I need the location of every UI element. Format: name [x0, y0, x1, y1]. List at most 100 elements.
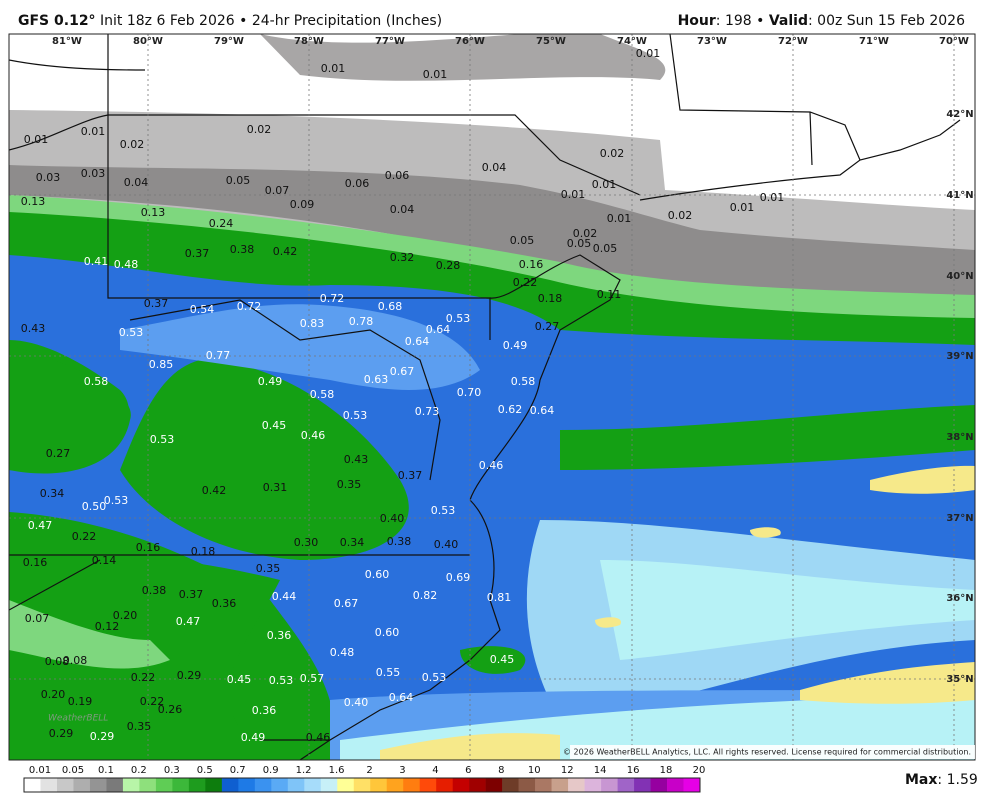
valid-text: : 00z Sun 15 Feb 2026 [808, 13, 965, 29]
precip-value: 0.04 [390, 203, 415, 216]
legend-swatch [238, 778, 256, 792]
max: Max: 1.59 [905, 772, 978, 788]
legend-label: 3 [399, 765, 405, 776]
precip-value: 0.02 [247, 123, 272, 136]
precip-value: 0.70 [457, 386, 482, 399]
lon-label: 78°W [294, 36, 324, 47]
legend-label: 8 [498, 765, 504, 776]
precip-value: 0.38 [387, 535, 412, 548]
precip-value: 0.01 [607, 212, 632, 225]
precip-value: 0.78 [349, 315, 374, 328]
legend-label: 1.6 [329, 765, 345, 776]
legend-swatch [469, 778, 486, 792]
legend-label: 0.5 [197, 765, 213, 776]
legend-swatch [106, 778, 124, 792]
lon-label: 74°W [617, 36, 647, 47]
legend-swatch [403, 778, 421, 792]
precip-value: 0.53 [119, 326, 144, 339]
precip-value: 0.22 [140, 695, 165, 708]
precip-value: 0.05 [510, 234, 535, 247]
legend-swatch [271, 778, 289, 792]
precip-value: 0.30 [294, 536, 319, 549]
legend-swatch [667, 778, 684, 792]
legend-label: 14 [594, 765, 607, 776]
precip-value: 0.48 [330, 646, 355, 659]
precip-value: 0.01 [81, 125, 106, 138]
legend-label: 1.2 [296, 765, 312, 776]
precip-value: 0.07 [265, 184, 290, 197]
legend: 0.01 0.05 0.1 0.2 0.3 0.5 0.7 0.9 1.2 1.6 2 3 4 6 8 10 1… [23, 765, 705, 793]
lon-label: 79°W [214, 36, 244, 47]
precip-value: 0.32 [390, 251, 415, 264]
precip-value: 0.28 [436, 259, 461, 272]
precip-value: 0.49 [503, 339, 528, 352]
legend-swatch [370, 778, 388, 792]
precip-value: 0.05 [567, 237, 592, 250]
legend-swatch [535, 778, 552, 792]
legend-swatch [172, 778, 190, 792]
lon-label: 73°W [697, 36, 727, 47]
lon-label: 80°W [133, 36, 163, 47]
valid-label: Valid [769, 13, 808, 29]
precip-value: 0.85 [149, 358, 174, 371]
precip-value: 0.58 [84, 375, 109, 388]
legend-swatch [353, 778, 371, 792]
precip-value: 0.55 [376, 666, 401, 679]
precip-value: 0.37 [398, 469, 423, 482]
precip-value: 0.29 [90, 730, 115, 743]
precip-value: 0.43 [344, 453, 369, 466]
lat-label: 36°N [946, 593, 973, 604]
precip-value: 0.16 [136, 541, 161, 554]
precip-value: 0.67 [390, 365, 415, 378]
precip-value: 0.40 [380, 512, 405, 525]
lat-label: 38°N [946, 432, 973, 443]
precip-value: 0.06 [385, 169, 410, 182]
graticule [9, 34, 975, 760]
precip-value: 0.47 [28, 519, 53, 532]
precip-value: 0.82 [413, 589, 438, 602]
precip-value: 0.42 [273, 245, 298, 258]
precip-value: 0.68 [378, 300, 403, 313]
precip-value: 0.37 [144, 297, 169, 310]
lon-label: 75°W [536, 36, 566, 47]
precip-value: 0.58 [511, 375, 536, 388]
legend-label: 6 [465, 765, 471, 776]
precip-value: 0.64 [426, 323, 451, 336]
precip-value: 0.60 [375, 626, 400, 639]
precip-value: 0.22 [72, 530, 97, 543]
legend-swatch [205, 778, 223, 792]
model: GFS 0.12° [18, 13, 96, 29]
precip-value: 0.02 [668, 209, 693, 222]
legend-label: 0.01 [29, 765, 51, 776]
precip-value: 0.54 [190, 303, 215, 316]
precip-value: 0.37 [179, 588, 204, 601]
precip-value: 0.35 [256, 562, 281, 575]
precip-value: 0.27 [46, 447, 71, 460]
hour-text: : 198 • [716, 13, 765, 29]
precip-value: 0.04 [482, 161, 507, 174]
precip-value: 0.53 [150, 433, 175, 446]
precip-value: 0.53 [446, 312, 471, 325]
precip-value: 0.01 [636, 47, 661, 60]
copyright: © 2026 WeatherBELL Analytics, LLC. All r… [563, 748, 971, 757]
precip-value: 0.72 [237, 300, 262, 313]
precip-value: 0.03 [81, 167, 106, 180]
precip-value: 0.53 [104, 494, 129, 507]
precip-value: 0.05 [593, 242, 618, 255]
precip-value: 0.35 [337, 478, 362, 491]
precip-value: 0.07 [25, 612, 50, 625]
precip-value: 0.09 [290, 198, 315, 211]
precip-value: 0.64 [405, 335, 430, 348]
header-right: Hour: 198 • Valid: 00z Sun 15 Feb 2026 [678, 13, 966, 29]
precip-value: 0.45 [262, 419, 287, 432]
legend-swatch [24, 778, 41, 792]
precip-value: 0.34 [340, 536, 365, 549]
precip-value: 0.83 [300, 317, 325, 330]
precip-value: 0.47 [176, 615, 201, 628]
legend-label: 16 [627, 765, 640, 776]
precip-value: 0.19 [68, 695, 93, 708]
legend-swatch [650, 778, 668, 792]
precip-value: 0.01 [24, 133, 49, 146]
legend-label: 0.1 [98, 765, 114, 776]
precip-value: 0.38 [142, 584, 167, 597]
